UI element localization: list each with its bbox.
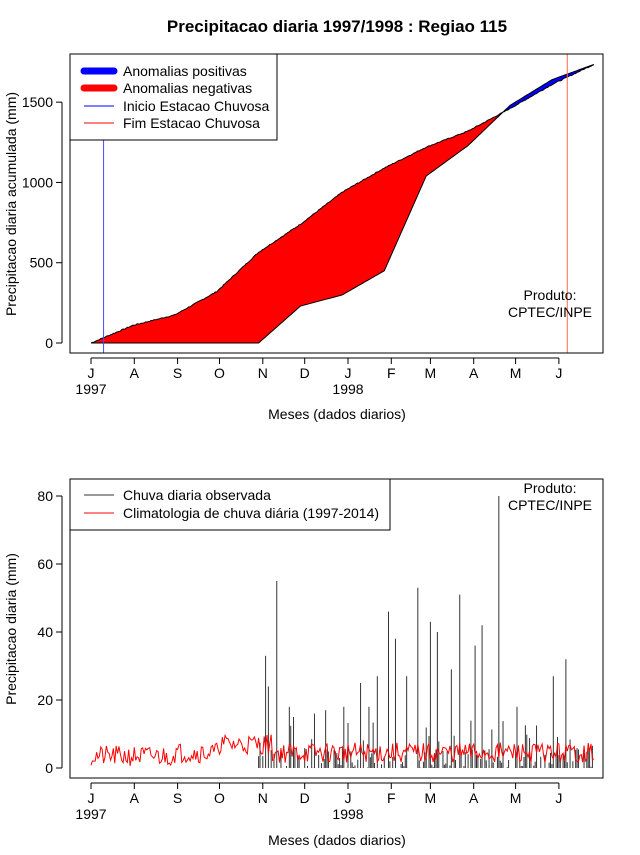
legend-label-end: Fim Estacao Chuvosa	[123, 115, 260, 131]
x-tick-label: N	[258, 365, 268, 381]
daily-rain-series	[90, 496, 595, 768]
legend-label-start: Inicio Estacao Chuvosa	[123, 98, 270, 114]
y-tick-label: 500	[30, 255, 54, 271]
x-tick-label: J	[555, 790, 562, 806]
x-tick-label: M	[510, 790, 522, 806]
legend-box-2	[69, 478, 391, 531]
legend-label-climatology: Climatologia de chuva diária (1997-2014)	[123, 505, 379, 521]
x-tick-label: D	[300, 790, 310, 806]
accumulated-chart: Precipitacao diaria 1997/1998 : Regiao 1…	[3, 17, 604, 422]
x-axis-label-2: Meses (dados diarios)	[268, 832, 406, 848]
x-tick-label: A	[130, 365, 140, 381]
y-tick-label: 80	[37, 488, 53, 504]
legend-label-negative: Anomalias negativas	[123, 80, 252, 96]
year-label: 1998	[332, 381, 363, 397]
x-tick-label: A	[469, 365, 479, 381]
accumulated-anomaly-areas	[90, 63, 594, 344]
x-tick-label: J	[88, 790, 95, 806]
climatology-daily-line	[90, 733, 595, 767]
x-tick-label: O	[214, 365, 225, 381]
y-tick-label: 0	[45, 760, 53, 776]
y-tick-label: 1000	[22, 174, 53, 190]
y-axis-2: 0 20 40 60 80	[37, 488, 63, 776]
product-label: Produto:	[524, 287, 577, 303]
x-tick-label: O	[214, 790, 225, 806]
product-source-2: CPTEC/INPE	[508, 497, 592, 513]
product-source: CPTEC/INPE	[508, 304, 592, 320]
x-tick-label: J	[344, 365, 351, 381]
year-label: 1997	[75, 806, 106, 822]
y-tick-label: 60	[37, 556, 53, 572]
x-tick-label: S	[173, 790, 182, 806]
y-tick-label: 40	[37, 624, 53, 640]
chart-title: Precipitacao diaria 1997/1998 : Regiao 1…	[167, 17, 507, 36]
climatology-accumulated-line	[90, 64, 594, 344]
x-tick-label: S	[173, 365, 182, 381]
y-axis: 0 500 1000 1500	[22, 94, 63, 351]
negative-anomaly-area	[92, 111, 504, 343]
y-axis-label: Precipitacao diaria acumulada (mm)	[3, 92, 19, 316]
x-tick-label: N	[258, 790, 268, 806]
year-label: 1997	[75, 381, 106, 397]
x-tick-label: M	[425, 790, 437, 806]
x-axis-label: Meses (dados diarios)	[268, 406, 406, 422]
y-tick-label: 1500	[22, 94, 53, 110]
year-label: 1998	[332, 806, 363, 822]
x-tick-label: F	[387, 365, 396, 381]
observed-accumulated-line	[91, 63, 594, 344]
x-tick-label: M	[510, 365, 522, 381]
plot-frame	[69, 53, 604, 354]
x-tick-label: M	[425, 365, 437, 381]
legend-label-observed: Chuva diaria observada	[123, 487, 271, 503]
x-tick-label: F	[387, 790, 396, 806]
product-label-2: Produto:	[524, 480, 577, 496]
x-tick-label: J	[555, 365, 562, 381]
x-tick-label: A	[469, 790, 479, 806]
x-tick-label: J	[88, 365, 95, 381]
x-tick-label: A	[130, 790, 140, 806]
y-tick-label: 0	[45, 335, 53, 351]
x-tick-label: J	[344, 790, 351, 806]
legend-label-positive: Anomalias positivas	[123, 63, 247, 79]
legend: Anomalias positivas Anomalias negativas …	[69, 53, 278, 141]
y-axis-label-2: Precipitacao diaria (mm)	[3, 553, 19, 705]
legend-2: Chuva diaria observada Climatologia de c…	[69, 478, 391, 531]
x-tick-label: D	[300, 365, 310, 381]
y-tick-label: 20	[37, 692, 53, 708]
